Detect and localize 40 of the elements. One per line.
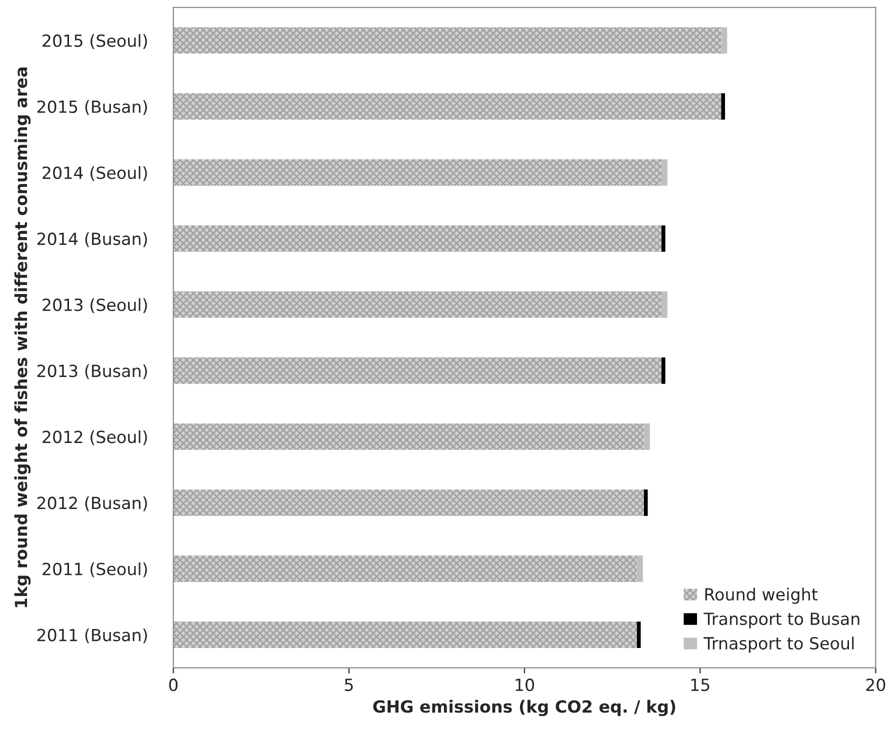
y-tick-label: 2013 (Seoul) <box>42 298 147 314</box>
y-tick-label: 2015 (Busan) <box>37 100 147 116</box>
bar <box>173 357 662 384</box>
bar <box>173 556 637 582</box>
bar <box>173 159 662 186</box>
bar <box>636 556 643 582</box>
y-tick-label: 2014 (Busan) <box>37 232 147 248</box>
bar <box>173 291 662 318</box>
bar <box>721 93 726 120</box>
x-tick-label: 20 <box>866 678 886 692</box>
y-tick-label: 2011 (Busan) <box>37 628 147 644</box>
bar <box>644 423 650 450</box>
bar <box>173 489 644 516</box>
y-tick-label: 2012 (Busan) <box>37 496 147 512</box>
bar <box>644 489 648 516</box>
x-tick-label: 10 <box>516 678 534 692</box>
bar <box>173 225 662 252</box>
bar <box>173 93 722 120</box>
bar <box>661 357 666 384</box>
legend-label: Transport to Busan <box>704 612 860 628</box>
x-axis-title: GHG emissions (kg CO2 eq. / kg) <box>373 700 676 716</box>
legend-label: Trnasport to Seoul <box>704 636 854 653</box>
bar <box>173 622 637 648</box>
y-tick-label: 2011 (Seoul) <box>42 562 147 578</box>
y-tick-label: 2012 (Seoul) <box>42 430 147 446</box>
x-tick-label: 15 <box>691 678 710 692</box>
legend-label: Round weight <box>705 588 818 604</box>
bar <box>661 159 668 186</box>
bar <box>721 27 728 54</box>
x-tick-label: 0 <box>169 678 178 692</box>
x-tick-label: 5 <box>344 678 353 692</box>
bar <box>173 27 722 54</box>
bar <box>661 291 668 318</box>
y-tick-label: 2015 (Seoul) <box>42 34 147 49</box>
y-tick-label: 2013 (Busan) <box>37 364 147 380</box>
bar <box>661 225 666 252</box>
y-tick-label: 2014 (Seoul) <box>42 166 147 182</box>
bar <box>636 622 641 648</box>
bar <box>173 423 644 450</box>
y-axis-title: 1kg round weight of fishes with different conusming area <box>14 68 31 608</box>
